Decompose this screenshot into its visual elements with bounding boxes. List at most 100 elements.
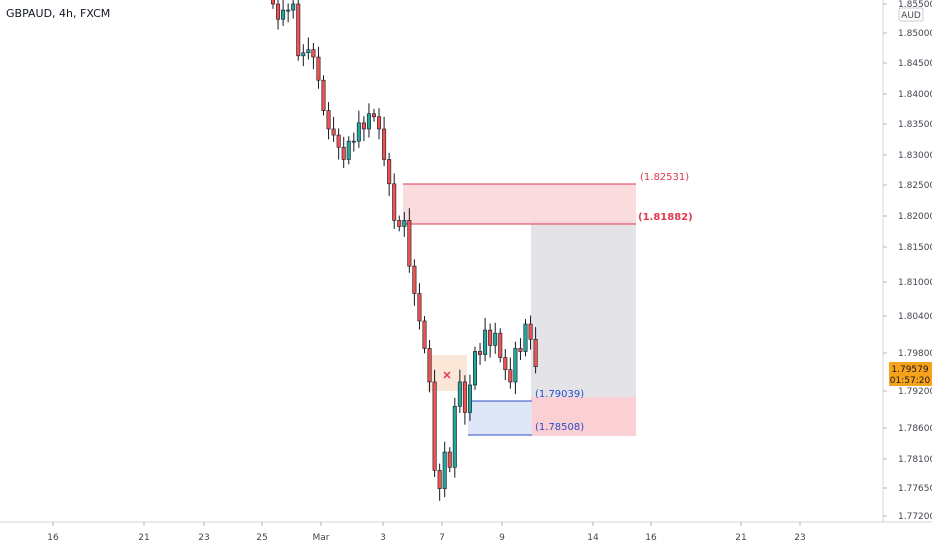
price-tick-label: 1.83000 <box>898 151 932 161</box>
candle[interactable] <box>478 342 483 365</box>
candle[interactable] <box>432 369 437 478</box>
candle[interactable] <box>306 37 311 60</box>
candle[interactable] <box>392 173 397 229</box>
candle[interactable] <box>523 319 528 357</box>
candle[interactable] <box>291 0 296 19</box>
candle[interactable] <box>437 463 442 501</box>
time-tick-label: 16 <box>47 533 59 543</box>
candle[interactable] <box>281 0 286 26</box>
candle[interactable] <box>387 152 392 197</box>
candle[interactable] <box>321 75 326 116</box>
time-tick-label: 21 <box>735 533 746 543</box>
candle[interactable] <box>518 338 523 360</box>
time-tick-label: 23 <box>198 533 209 543</box>
candle[interactable] <box>331 116 336 142</box>
stop-zone[interactable] <box>531 397 636 436</box>
price-tick-label: 1.78600 <box>898 424 932 434</box>
candle[interactable] <box>452 397 457 478</box>
candle-body <box>286 9 291 12</box>
candle[interactable] <box>326 102 331 140</box>
candle[interactable] <box>503 349 508 381</box>
candle-body <box>301 52 306 57</box>
candle[interactable] <box>467 374 472 421</box>
candle-body <box>417 293 422 322</box>
candle-body <box>316 56 321 81</box>
candle[interactable] <box>513 341 518 395</box>
candle[interactable] <box>442 441 447 498</box>
candle[interactable] <box>377 108 382 140</box>
candle[interactable] <box>296 0 301 61</box>
candle[interactable] <box>316 46 321 89</box>
buy-zone-top-label: (1.79039) <box>535 389 584 400</box>
candle[interactable] <box>286 3 291 23</box>
candle[interactable] <box>508 357 513 389</box>
candle[interactable] <box>336 128 341 160</box>
price-scale[interactable]: 1.85500 1.85000 1.84500 1.84000 1.83500 1.830… <box>883 0 932 522</box>
candle-body <box>311 49 316 58</box>
price-tick-label: 1.84500 <box>898 59 932 69</box>
sell-zone-top-label: (1.82531) <box>640 172 689 183</box>
candle[interactable] <box>422 316 427 354</box>
candle-body <box>518 348 523 352</box>
candle[interactable] <box>462 375 467 425</box>
time-scale[interactable]: 16 21 23 25 Mar 3 7 9 14 16 21 23 <box>47 522 806 543</box>
candle[interactable] <box>533 327 538 374</box>
close-marker-icon[interactable]: ✕ <box>442 370 451 382</box>
price-tick-label: 1.81500 <box>898 243 932 253</box>
sell-zone[interactable] <box>403 184 636 224</box>
candle-body <box>412 265 417 294</box>
candle-body <box>442 451 447 489</box>
candle-body <box>528 323 533 340</box>
price-tick-label: 1.82000 <box>898 212 932 222</box>
candle[interactable] <box>472 346 477 390</box>
candle-body <box>321 79 326 111</box>
price-tick-label: 1.85500 <box>898 0 932 10</box>
time-tick-label: 9 <box>499 533 505 543</box>
candle-body <box>341 146 346 160</box>
candle[interactable] <box>407 208 412 273</box>
price-tick-label: 1.81000 <box>898 278 932 288</box>
time-tick-label: 21 <box>138 533 149 543</box>
candle[interactable] <box>447 447 452 473</box>
candle-body <box>483 329 488 355</box>
candle[interactable] <box>483 317 488 362</box>
candle[interactable] <box>412 259 417 306</box>
time-tick-label: 3 <box>380 533 386 543</box>
candle-body <box>533 338 538 368</box>
candles[interactable] <box>270 0 538 501</box>
candle-body <box>276 3 281 20</box>
candle[interactable] <box>427 339 432 393</box>
candle[interactable] <box>371 108 376 122</box>
candle[interactable] <box>366 103 371 138</box>
candle[interactable] <box>346 136 351 165</box>
candle-body <box>467 384 472 413</box>
candle[interactable] <box>276 0 281 30</box>
candle[interactable] <box>457 369 462 414</box>
candle-body <box>336 134 341 148</box>
candle[interactable] <box>498 328 503 363</box>
time-tick-label: 23 <box>794 533 805 543</box>
time-tick-label: 25 <box>256 533 267 543</box>
candle[interactable] <box>417 283 422 330</box>
candle[interactable] <box>488 323 493 358</box>
current-price-label: 1.79579 <box>891 365 928 375</box>
candle-body <box>382 128 387 160</box>
candle[interactable] <box>382 116 387 167</box>
candle[interactable] <box>402 211 407 237</box>
candle[interactable] <box>341 136 346 168</box>
candle[interactable] <box>528 315 533 350</box>
candle[interactable] <box>351 132 356 152</box>
candle-body <box>402 220 407 227</box>
candle[interactable] <box>356 110 361 148</box>
bar-countdown-label: 01:57:20 <box>890 376 931 386</box>
candle[interactable] <box>311 43 316 70</box>
price-tick-label: 1.79800 <box>898 349 932 359</box>
candle[interactable] <box>493 322 498 354</box>
candle[interactable] <box>301 44 306 67</box>
candle[interactable] <box>270 0 275 9</box>
buy-zone[interactable] <box>468 401 532 435</box>
candle[interactable] <box>361 116 366 142</box>
target-zone[interactable] <box>531 220 636 397</box>
candle[interactable] <box>397 215 402 232</box>
